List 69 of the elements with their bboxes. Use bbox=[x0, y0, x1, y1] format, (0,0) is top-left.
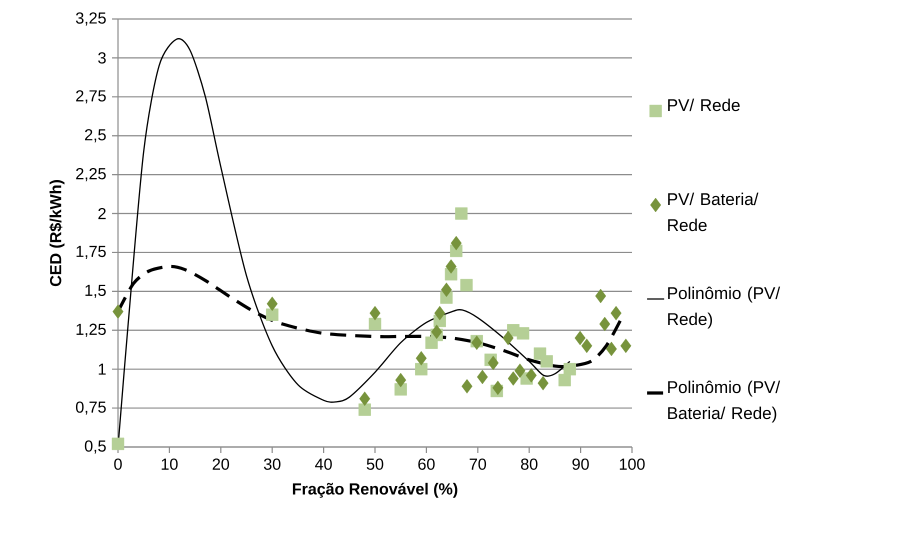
x-axis-title: Fração Renovável (%) bbox=[292, 482, 458, 498]
point bbox=[492, 380, 504, 396]
point bbox=[540, 355, 553, 368]
y-tick-label: 2 bbox=[98, 208, 106, 220]
x-tick-label: 10 bbox=[162, 458, 178, 470]
point bbox=[368, 318, 382, 330]
point bbox=[266, 296, 278, 311]
x-tick-label: 100 bbox=[620, 458, 645, 470]
y-tick-label: 3,25 bbox=[76, 12, 106, 26]
y-tick-label: 1,25 bbox=[76, 324, 106, 337]
x-tick-label: 90 bbox=[572, 458, 589, 470]
point bbox=[112, 438, 124, 450]
point bbox=[370, 306, 380, 320]
x-tick-label: 80 bbox=[520, 458, 538, 470]
y-tick-label: 1,75 bbox=[76, 246, 106, 259]
point bbox=[394, 383, 407, 396]
point bbox=[502, 330, 514, 346]
point bbox=[455, 207, 468, 220]
point bbox=[538, 376, 549, 390]
point bbox=[620, 338, 632, 354]
point bbox=[610, 306, 622, 320]
legend-label: Polinômio (PV/ Bateria/ Rede) bbox=[668, 380, 780, 422]
point bbox=[460, 278, 473, 292]
legend-label: Polinômio (PV/ Rede) bbox=[668, 286, 780, 329]
point bbox=[358, 403, 371, 416]
point bbox=[476, 370, 488, 384]
point bbox=[266, 308, 278, 321]
point bbox=[558, 374, 571, 386]
x-tick-label: 60 bbox=[418, 458, 435, 470]
y-tick-label: 1 bbox=[98, 364, 106, 375]
point bbox=[416, 351, 427, 366]
point bbox=[359, 392, 370, 406]
x-tick-label: 40 bbox=[315, 458, 332, 470]
y-axis-title: CED (R$/kWh) bbox=[49, 180, 64, 286]
point bbox=[595, 288, 606, 304]
y-tick-label: 3 bbox=[98, 52, 106, 64]
point bbox=[488, 356, 499, 370]
point bbox=[441, 282, 452, 297]
point bbox=[446, 259, 457, 274]
point bbox=[574, 330, 586, 346]
point bbox=[514, 364, 526, 378]
point bbox=[508, 371, 519, 386]
legend-label: PV/ Rede bbox=[668, 98, 740, 112]
y-tick-label: 2,75 bbox=[76, 90, 106, 104]
point bbox=[526, 368, 537, 383]
x-tick-label: 50 bbox=[366, 458, 384, 470]
x-tick-label: 30 bbox=[264, 458, 280, 470]
y-tick-label: 0,5 bbox=[84, 440, 106, 454]
y-tick-label: 1,5 bbox=[85, 284, 106, 298]
point bbox=[516, 327, 530, 340]
x-tick-label: 20 bbox=[212, 458, 230, 470]
y-tick-label: 0,75 bbox=[76, 401, 106, 415]
point bbox=[112, 304, 124, 319]
point bbox=[434, 306, 446, 320]
point bbox=[415, 362, 428, 376]
point bbox=[581, 338, 592, 354]
point bbox=[395, 372, 406, 388]
legend-label: PV/ Bateria/ Rede bbox=[668, 192, 758, 232]
y-tick-label: 2,25 bbox=[76, 168, 106, 182]
point bbox=[450, 236, 462, 250]
x-tick-label: 70 bbox=[470, 458, 486, 470]
point bbox=[462, 379, 472, 394]
point bbox=[606, 342, 617, 356]
point bbox=[599, 316, 610, 332]
y-tick-label: 2,5 bbox=[85, 129, 106, 142]
point bbox=[431, 324, 442, 340]
point bbox=[471, 336, 482, 350]
point bbox=[564, 362, 576, 376]
x-tick-label: 0 bbox=[114, 458, 122, 470]
